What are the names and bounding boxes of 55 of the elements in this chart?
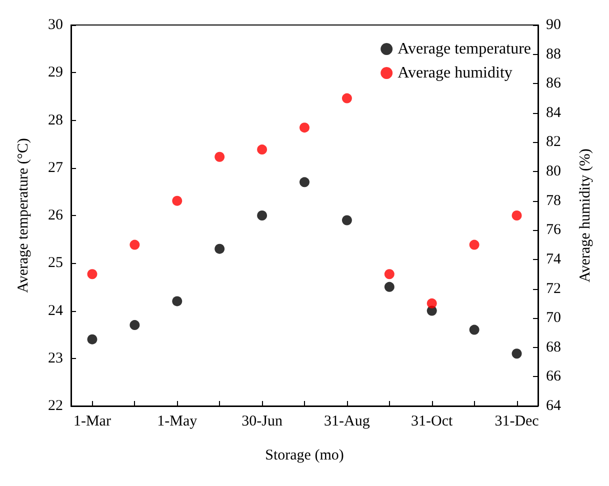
x-tick-label: 31-Dec	[494, 414, 540, 430]
y-tick-label: 22	[48, 398, 63, 414]
point	[172, 196, 182, 206]
point	[130, 240, 140, 250]
y2-tick-label: 80	[546, 164, 561, 180]
y2-tick-label: 72	[546, 280, 561, 297]
point	[300, 122, 310, 133]
y-tick-label: 27	[48, 160, 64, 176]
point	[130, 320, 140, 330]
y2-tick-label: 76	[546, 222, 562, 238]
y2-tick-label: 70	[546, 310, 561, 326]
y-tick-label: 30	[48, 17, 63, 33]
x-axis-title: Storage (mo)	[265, 448, 344, 464]
y2-tick-label: 82	[546, 134, 561, 150]
point	[257, 144, 268, 155]
y-axis-title: Average temperature (°C)	[16, 138, 32, 293]
point	[214, 152, 225, 162]
y-tick-label: 29	[48, 64, 63, 81]
x-tick-label: 31-Oct	[411, 414, 454, 430]
y2-tick-label: 74	[546, 251, 562, 268]
y2-tick-label: 86	[546, 76, 562, 92]
point	[469, 240, 480, 250]
point	[342, 215, 352, 226]
legend-label: Average temperature	[398, 40, 532, 58]
y2-tick-label: 64	[546, 398, 562, 414]
y2-tick-label: 90	[546, 17, 561, 33]
y2-tick-label: 66	[546, 368, 562, 385]
y2-axis-title: Average humidity (%)	[578, 148, 594, 282]
y2-tick-label: 68	[546, 339, 561, 356]
point	[87, 334, 98, 344]
y-tick-label: 25	[48, 255, 63, 272]
y-tick-label: 26	[48, 208, 64, 224]
x-tick-label: 1-May	[157, 414, 198, 430]
point	[257, 210, 268, 220]
y-tick-label: 24	[48, 302, 64, 319]
point	[342, 93, 352, 104]
y-tick-label: 23	[48, 350, 63, 366]
x-tick-label: 31-Aug	[324, 414, 370, 430]
point	[172, 296, 182, 306]
y2-tick-label: 88	[546, 46, 561, 62]
point	[300, 177, 310, 188]
point	[512, 348, 522, 359]
y2-tick-label: 84	[546, 104, 562, 121]
legend-label: Average humidity	[398, 64, 512, 82]
point	[512, 210, 522, 220]
point	[214, 244, 225, 254]
point	[469, 324, 480, 335]
point	[426, 298, 437, 308]
point	[384, 282, 394, 292]
y2-tick-label: 78	[546, 192, 561, 209]
y-tick-label: 28	[48, 112, 63, 128]
x-tick-label: 30-Jun	[242, 414, 283, 430]
x-tick-label: 1-Mar	[73, 414, 111, 430]
point	[87, 269, 98, 280]
point	[384, 269, 394, 280]
